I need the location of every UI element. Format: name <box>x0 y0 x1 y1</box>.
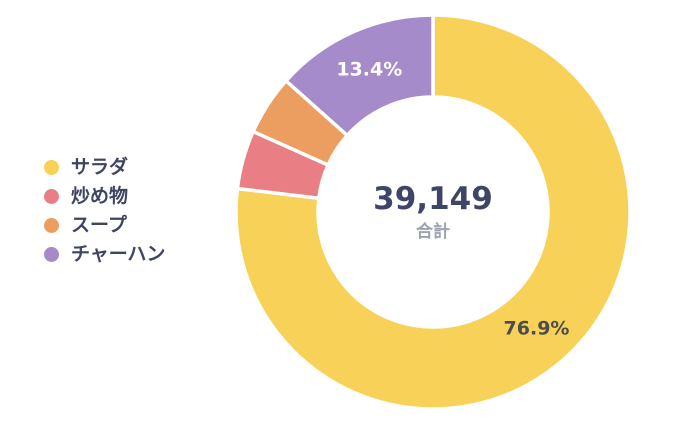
legend-item-label: 炒め物 <box>71 185 129 207</box>
legend-item-label: チャーハン <box>71 243 166 265</box>
legend-item-0[interactable]: サラダ <box>44 157 165 178</box>
legend-item-label: スープ <box>71 214 127 236</box>
legend-item-2[interactable]: スープ <box>44 215 165 236</box>
donut-slice-0[interactable] <box>234 13 632 411</box>
legend-item-3[interactable]: チャーハン <box>44 244 165 265</box>
donut-slice-3[interactable] <box>284 13 435 138</box>
legend-item-1[interactable]: 炒め物 <box>44 186 165 207</box>
legend-dot-icon <box>44 160 59 175</box>
legend-dot-icon <box>44 247 59 262</box>
slice-percent-label-3: 13.4% <box>336 59 402 81</box>
total-value: 39,149 <box>373 181 493 217</box>
total-label: 合計 <box>416 221 450 242</box>
donut-data-labels: 76.9% 13.4% <box>336 59 569 340</box>
donut-slices <box>234 13 632 411</box>
chart-legend: サラダ炒め物スープチャーハン <box>44 157 165 265</box>
legend-dot-icon <box>44 189 59 204</box>
slice-percent-label-0: 76.9% <box>504 318 570 340</box>
legend-dot-icon <box>44 218 59 233</box>
legend-item-label: サラダ <box>71 156 129 178</box>
